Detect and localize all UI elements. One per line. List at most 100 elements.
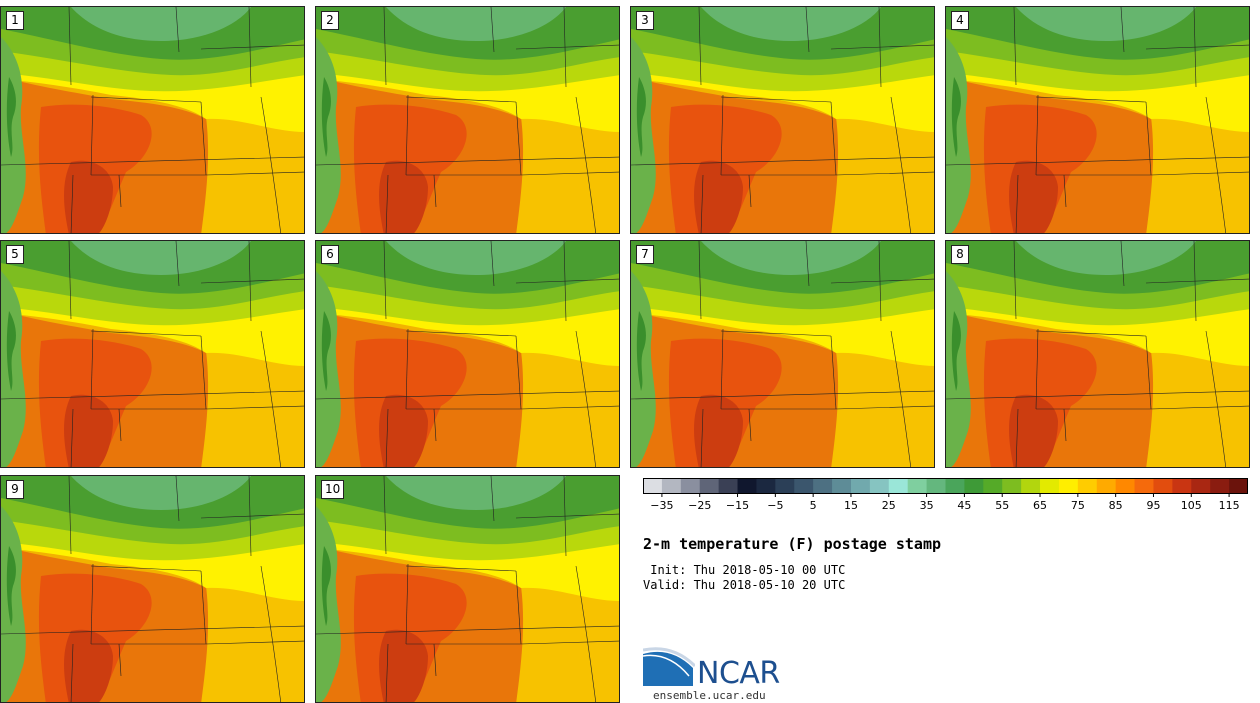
state-border: [248, 241, 252, 322]
state-border: [890, 96, 912, 233]
state-border: [175, 241, 180, 287]
temperature-band: [631, 271, 656, 467]
temperature-band: [321, 77, 331, 157]
colorbar-swatch: [680, 478, 701, 493]
temperature-band: [631, 259, 934, 310]
state-border: [1015, 408, 1019, 467]
colorbar-swatch: [945, 478, 965, 493]
colorbar-swatch: [756, 478, 776, 493]
stamp-panel-7[interactable]: 7: [630, 240, 935, 468]
member-label: 2: [321, 11, 339, 30]
temperature-band: [201, 585, 304, 702]
temperature-band: [316, 281, 619, 326]
colorbar-tick-label: −15: [726, 499, 749, 512]
state-border: [830, 44, 934, 50]
state-border: [205, 640, 304, 645]
state-border: [1145, 101, 1152, 176]
state-border: [405, 96, 517, 103]
temperature-band: [1, 37, 26, 233]
temperature-band: [64, 394, 113, 467]
stamp-panel-3[interactable]: 3: [630, 6, 935, 234]
temperature-band: [516, 350, 619, 467]
temperature-band: [379, 160, 428, 233]
colorbar-border: [643, 478, 1248, 494]
temperature-map: [316, 241, 619, 467]
state-border: [383, 476, 387, 555]
state-border: [515, 335, 522, 410]
temperature-band: [631, 281, 934, 326]
stamp-panel-9[interactable]: 9: [0, 475, 305, 703]
temperature-band: [1016, 7, 1196, 41]
state-border: [1120, 7, 1125, 53]
state-border: [700, 408, 704, 467]
temperature-band: [316, 25, 619, 76]
state-border: [830, 278, 934, 284]
temperature-map: [946, 241, 1249, 467]
state-border: [90, 328, 94, 410]
state-border: [563, 241, 567, 322]
temperature-band: [64, 629, 113, 702]
state-border: [890, 330, 912, 467]
temperature-band: [1, 281, 304, 326]
stamp-panel-5[interactable]: 5: [0, 240, 305, 468]
colorbar-tick-label: 75: [1071, 499, 1085, 512]
state-border: [1063, 174, 1067, 208]
temperature-band: [516, 116, 619, 233]
state-border: [200, 570, 207, 645]
temperature-band: [516, 585, 619, 702]
state-border: [1205, 330, 1227, 467]
temperature-band: [6, 77, 16, 157]
state-border: [248, 476, 252, 557]
temperature-band: [946, 47, 1249, 92]
state-border: [175, 7, 180, 53]
colorbar-swatch: [1115, 478, 1136, 493]
stamp-panel-2[interactable]: 2: [315, 6, 620, 234]
temperature-band: [1, 259, 304, 310]
temperature-band: [316, 506, 341, 702]
state-border: [830, 335, 837, 410]
site-url[interactable]: ensemble.ucar.edu: [653, 689, 766, 702]
colorbar-tick-label: 15: [844, 499, 858, 512]
colorbar-swatch: [832, 478, 852, 493]
stamp-panel-8[interactable]: 8: [945, 240, 1250, 468]
stamp-panel-10[interactable]: 10: [315, 475, 620, 703]
member-label: 6: [321, 245, 339, 264]
colorbar-tick-label: −5: [767, 499, 783, 512]
temperature-map: [946, 7, 1249, 233]
temperature-map: [316, 7, 619, 233]
temperature-band: [379, 629, 428, 702]
temperature-band: [694, 394, 743, 467]
state-border: [205, 405, 304, 410]
state-border: [405, 330, 517, 337]
temperature-band: [1146, 350, 1249, 467]
temperature-band: [831, 350, 934, 467]
state-border: [720, 328, 724, 410]
temperature-band: [1016, 241, 1196, 275]
colorbar-swatch: [1021, 478, 1041, 493]
state-border: [405, 328, 409, 410]
temperature-band: [379, 394, 428, 467]
state-border: [70, 643, 74, 702]
temperature-band: [316, 37, 341, 233]
temperature-band: [1146, 116, 1249, 233]
state-border: [248, 7, 252, 88]
member-label: 10: [321, 480, 345, 499]
temperature-band: [316, 259, 619, 310]
state-border: [200, 513, 304, 519]
temperature-map: [631, 7, 934, 233]
state-border: [68, 7, 72, 86]
stamp-panel-1[interactable]: 1: [0, 6, 305, 234]
state-border: [1035, 96, 1147, 103]
state-border: [720, 94, 724, 176]
colorbar-swatch: [1040, 478, 1060, 493]
state-border: [1063, 408, 1067, 442]
stamp-panel-6[interactable]: 6: [315, 240, 620, 468]
valid-time: Valid: Thu 2018-05-10 20 UTC: [643, 578, 846, 592]
state-border: [835, 171, 934, 176]
state-border: [90, 96, 202, 103]
state-border: [205, 171, 304, 176]
stamp-panel-4[interactable]: 4: [945, 6, 1250, 234]
colorbar-swatch: [1153, 478, 1173, 493]
colorbar-swatch: [926, 478, 946, 493]
state-border: [1013, 7, 1017, 86]
